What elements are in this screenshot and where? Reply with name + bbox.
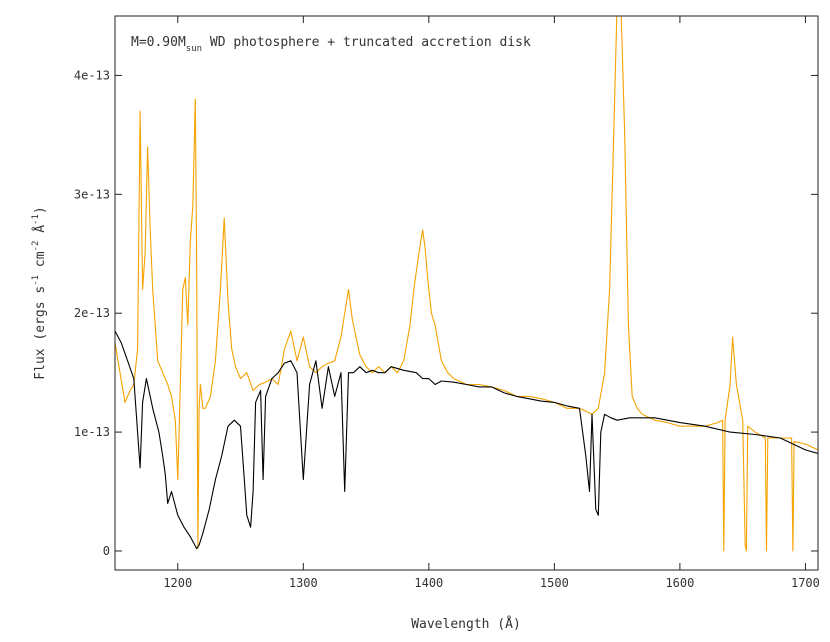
y-tick-label: 0 (103, 544, 110, 558)
plot-frame (114, 15, 819, 571)
ylabel-part-3: Å (32, 225, 48, 241)
plot-background (115, 16, 818, 570)
y-tick-label: 4e-13 (74, 68, 110, 82)
annotation-suffix: WD photosphere + truncated accretion dis… (202, 35, 531, 50)
y-tick-label: 3e-13 (74, 187, 110, 201)
y-tick-label: 2e-13 (74, 306, 110, 320)
x-tick-label: 1200 (163, 576, 192, 590)
ylabel-sup-2: -2 (31, 241, 41, 252)
annotation-subscript: sun (186, 44, 202, 54)
plot-annotation: M=0.90Msun WD photosphere + truncated ac… (131, 35, 531, 54)
annotation-prefix: M=0.90M (131, 35, 186, 50)
ylabel-sup-1: -1 (31, 275, 41, 286)
ylabel-part-1: Flux (ergs s (33, 286, 48, 380)
series-line-observed (115, 16, 818, 552)
ylabel-sup-3: -1 (31, 214, 41, 225)
x-tick-label: 1700 (791, 576, 820, 590)
tick-layer: 1200 1300 1400 1500 1600 1700 0 1e-13 2e-13 3e-13… (74, 16, 820, 590)
x-axis-label: Wavelength (Å) (411, 616, 521, 632)
series-line-model (115, 330, 818, 550)
x-tick-label: 1400 (414, 576, 443, 590)
x-tick-label: 1300 (289, 576, 318, 590)
x-tick-label: 1600 (665, 576, 694, 590)
y-tick-label: 1e-13 (74, 425, 110, 439)
ylabel-part-4: ) (33, 206, 48, 214)
x-tick-label: 1500 (540, 576, 569, 590)
ylabel-part-2: cm (33, 251, 48, 275)
series-layer (115, 16, 818, 552)
y-axis-label: Flux (ergs s-1 cm-2 Å-1) (31, 206, 48, 379)
